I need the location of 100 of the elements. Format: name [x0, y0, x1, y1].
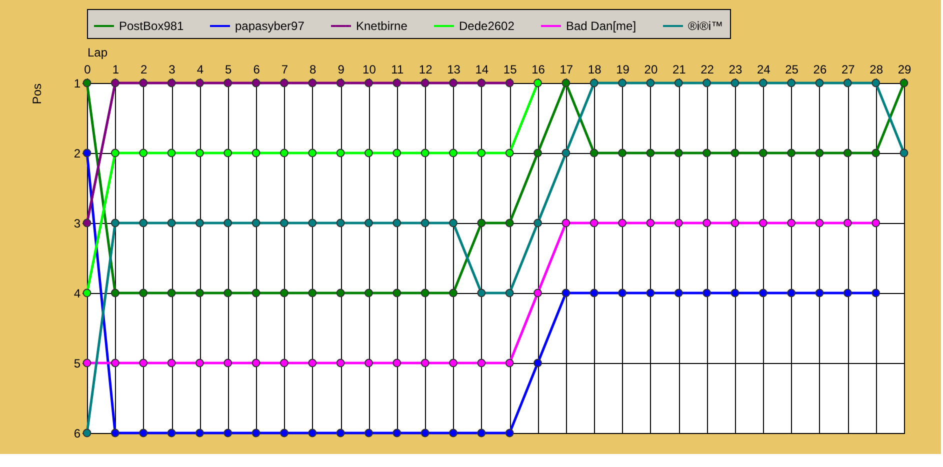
x-tick-label: 19	[616, 62, 630, 76]
point	[224, 148, 232, 158]
point	[618, 288, 626, 298]
point	[139, 218, 148, 228]
point	[82, 78, 92, 88]
point	[392, 148, 402, 158]
point	[674, 218, 683, 228]
point	[252, 428, 260, 438]
point	[449, 148, 458, 158]
point	[167, 218, 176, 228]
point	[420, 288, 430, 298]
x-tick-label: 22	[700, 62, 714, 76]
point	[280, 218, 288, 228]
y-tick-label: 5	[74, 356, 81, 370]
point	[730, 218, 740, 228]
point	[420, 358, 430, 368]
point	[702, 288, 711, 298]
point	[618, 218, 626, 228]
point	[618, 148, 626, 158]
point	[224, 358, 232, 368]
point	[110, 288, 120, 298]
point	[562, 218, 570, 228]
point	[815, 218, 824, 228]
point	[758, 218, 768, 228]
point	[280, 148, 288, 158]
point	[562, 148, 570, 158]
x-tick-label: 8	[310, 62, 317, 76]
point	[110, 428, 120, 438]
point	[674, 148, 683, 158]
legend-label: PostBox981	[119, 19, 184, 33]
point	[110, 148, 120, 158]
point	[308, 428, 317, 438]
point	[167, 148, 176, 158]
point	[224, 428, 232, 438]
point	[392, 288, 402, 298]
point	[787, 148, 796, 158]
point	[702, 218, 711, 228]
point	[139, 288, 148, 298]
point	[308, 218, 317, 228]
point	[224, 218, 232, 228]
point	[308, 358, 317, 368]
point	[420, 148, 430, 158]
point	[872, 218, 880, 228]
legend-label: Dede2602	[459, 19, 515, 33]
point	[787, 288, 796, 298]
point	[252, 218, 260, 228]
point	[646, 218, 655, 228]
y-tick-label: 3	[74, 216, 81, 230]
point	[843, 288, 852, 298]
point	[252, 288, 260, 298]
x-tick-label: 10	[362, 62, 376, 76]
point	[758, 148, 768, 158]
point	[364, 428, 373, 438]
point	[139, 358, 148, 368]
point	[392, 218, 402, 228]
point	[646, 288, 655, 298]
point	[534, 358, 542, 368]
point	[336, 218, 345, 228]
x-tick-label: 13	[447, 62, 461, 76]
point	[872, 148, 880, 158]
point	[590, 218, 598, 228]
point	[139, 428, 148, 438]
x-tick-label: 18	[588, 62, 602, 76]
point	[364, 218, 373, 228]
x-tick-label: 6	[253, 62, 260, 76]
point	[505, 358, 514, 368]
point	[110, 358, 120, 368]
x-tick-label: 1	[112, 62, 120, 76]
x-tick-label: 12	[418, 62, 433, 76]
point	[82, 428, 92, 438]
point	[308, 288, 317, 298]
point	[449, 358, 458, 368]
point	[364, 358, 373, 368]
point	[195, 288, 204, 298]
point	[505, 428, 514, 438]
point	[449, 428, 458, 438]
point	[167, 358, 176, 368]
point	[224, 288, 232, 298]
point	[534, 218, 542, 228]
x-tick-label: 14	[475, 62, 489, 76]
point	[449, 218, 458, 228]
x-tick-label: 0	[84, 62, 92, 76]
point	[252, 148, 260, 158]
x-tick-label: 23	[728, 62, 742, 76]
point	[364, 288, 373, 298]
legend-label: ®i®i™	[688, 19, 724, 33]
x-tick-label: 27	[841, 62, 856, 76]
point	[280, 428, 288, 438]
point	[646, 148, 655, 158]
point	[336, 358, 345, 368]
point	[505, 218, 514, 228]
point	[505, 148, 514, 158]
legend-label: papasyber97	[235, 19, 305, 33]
x-tick-label: 29	[898, 62, 912, 76]
point	[336, 428, 345, 438]
point	[280, 358, 288, 368]
x-tick-label: 20	[644, 62, 658, 76]
point	[590, 148, 598, 158]
point	[392, 358, 402, 368]
point	[308, 148, 317, 158]
